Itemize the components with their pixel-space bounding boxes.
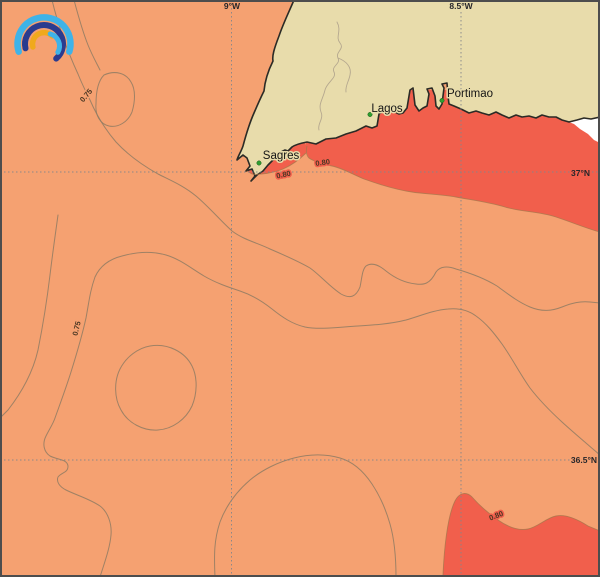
place-label-sagres: Sagres <box>263 150 300 162</box>
land-area <box>237 0 600 181</box>
logo-darkblue-arc-icon <box>22 22 66 62</box>
place-label-lagos: Lagos <box>371 103 403 115</box>
isoline-080-coastal <box>305 145 600 233</box>
logo-outer-lightblue-arc-icon <box>14 14 74 55</box>
warm-zone-coastal <box>306 90 600 232</box>
meridian-9w-label: 9°W <box>224 1 241 11</box>
place-marker-portimao <box>439 98 445 103</box>
isoline-080-southeast <box>442 493 600 576</box>
place-marker-sagres <box>256 160 262 166</box>
meridian-8-5w-label: 8.5°W <box>449 1 473 11</box>
contour-label-080-coastal: 0.80 <box>315 157 331 168</box>
logo-inner-lightblue-arc-icon <box>47 31 62 55</box>
place-label-portimao: Portimao <box>447 88 493 100</box>
place-marker-lagos <box>367 112 373 117</box>
river-branch-line <box>337 57 351 93</box>
parallel-36-5n-label: 36.5°N <box>571 455 597 465</box>
isoline-075-north <box>51 0 600 311</box>
parallel-37n-label: 37°N <box>571 168 590 178</box>
isoline-west-edge <box>0 214 59 419</box>
coastline <box>236 0 600 182</box>
agency-rainbow-logo <box>14 14 74 62</box>
isoline-075-west <box>43 252 600 577</box>
isoline-south-loop <box>214 454 397 577</box>
river-line <box>318 21 342 131</box>
no-data-area <box>566 116 600 143</box>
isoline-stub-north <box>73 0 101 71</box>
isoline-080-sagres <box>246 152 307 175</box>
isoline-closed-loop-center <box>115 344 197 431</box>
warm-zone-southeast <box>443 493 600 577</box>
isoline-closed-loop-north <box>95 72 135 127</box>
